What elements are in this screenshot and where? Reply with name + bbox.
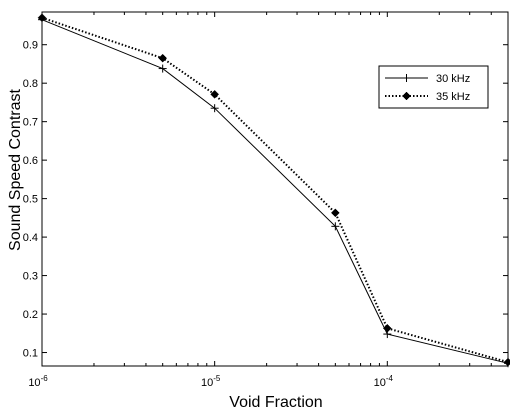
data-point-0-2 [210,104,219,113]
y-axis: 0.1 0.2 0.3 0.4 0.5 0.6 0.7 0.8 0.9 [23,40,508,360]
series-line-0 [41,19,509,364]
x-tick-label: 10-5 [201,374,221,389]
x-tick-label: 10-6 [28,374,48,389]
plot-frame [41,11,509,367]
y-tick-label: 0.2 [23,309,38,321]
y-tick-label: 0.8 [23,78,38,90]
y-tick-label: 0.9 [23,40,38,52]
y-tick-label: 0.5 [23,194,38,206]
legend-marker-35khz [402,91,411,101]
legend-box [378,65,489,109]
data-point-1-3 [330,208,340,218]
plot-area [41,11,509,367]
y-tick-label: 0.1 [23,348,38,360]
data-point-1-4 [382,323,392,333]
legend-label-35khz: 35 kHz [436,91,470,103]
y-axis-label: Sound Speed Contrast [7,89,24,251]
x-axis: 10-6 10-5 10-4 [28,12,509,389]
y-tick-label: 0.3 [23,271,38,283]
y-tick-label: 0.6 [23,155,38,167]
y-tick-label: 0.4 [23,232,38,244]
legend-plus-mark [402,74,411,82]
legend-diamond-mark [402,91,411,101]
legend: 30 kHz 35 kHz [378,65,489,109]
data-point-0-1 [158,64,167,73]
x-tick-label: 10-4 [374,374,394,389]
y-tick-label: 0.7 [23,117,38,129]
data-point-0-3 [331,222,340,231]
data-point-1-0 [37,13,47,23]
legend-marker-30khz [402,74,411,82]
data-point-1-1 [158,53,168,63]
series-line-1 [41,16,509,364]
legend-label-30khz: 30 kHz [436,73,470,85]
data-point-1-5 [503,357,510,367]
data-point-1-2 [210,89,220,99]
x-axis-label: Void Fraction [229,394,322,411]
